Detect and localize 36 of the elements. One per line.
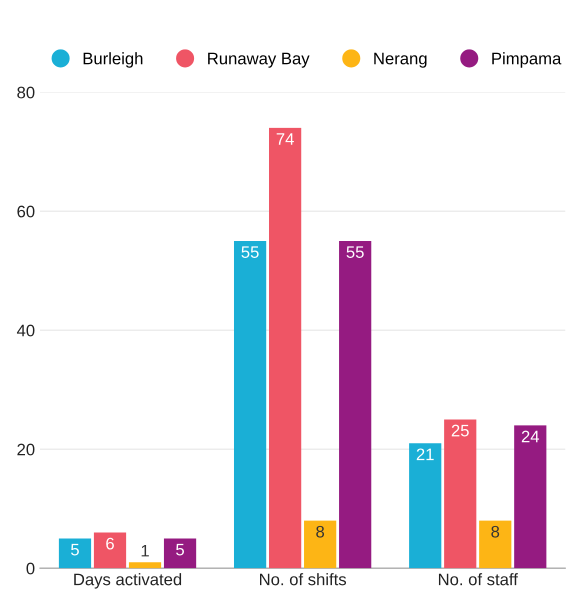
data-label: 8 — [316, 526, 324, 538]
data-label: 21 — [416, 448, 434, 460]
data-label: 5 — [71, 544, 79, 556]
bar — [94, 532, 126, 568]
bar — [514, 425, 546, 568]
data-label: 6 — [106, 538, 114, 550]
x-tick-label: Days activated — [74, 573, 182, 589]
data-label: 24 — [522, 430, 540, 442]
legend-label: Pimpama — [492, 52, 562, 68]
bar — [304, 520, 336, 568]
y-tick-label: 40 — [16, 324, 34, 336]
x-tick-label: No. of staff — [438, 573, 518, 586]
bar — [339, 240, 372, 568]
bar — [409, 443, 442, 568]
data-label: 25 — [452, 424, 469, 436]
data-label: 74 — [276, 133, 294, 145]
legend-label: Runaway Bay — [208, 52, 310, 68]
y-tick-label: 80 — [17, 86, 34, 98]
bar — [128, 562, 162, 568]
bar — [444, 419, 476, 568]
bar — [479, 520, 512, 568]
bar — [269, 128, 302, 568]
y-tick-label: 0 — [26, 562, 34, 574]
x-tick-label: No. of shifts — [260, 573, 346, 586]
legend-label: Burleigh — [84, 52, 142, 68]
data-label: 8 — [491, 526, 500, 538]
bar — [164, 538, 196, 568]
data-label: 5 — [176, 544, 184, 556]
data-label: 1 — [142, 544, 149, 556]
data-label: 55 — [346, 246, 364, 258]
legend-label: Nerang — [374, 52, 427, 68]
bar — [234, 240, 266, 568]
bar — [58, 538, 92, 568]
data-label: 55 — [241, 246, 259, 258]
y-tick-label: 20 — [17, 444, 34, 456]
y-tick-label: 60 — [17, 206, 34, 218]
